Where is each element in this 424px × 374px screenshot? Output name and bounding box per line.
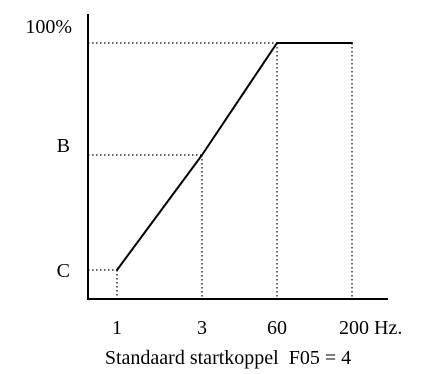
- x-tick-label-2: 3: [197, 317, 207, 339]
- x-tick-label-4: 200 Hz.: [339, 317, 402, 339]
- series-group: [116, 42, 353, 271]
- x-tick-label-1: 1: [112, 317, 122, 339]
- series-segment-0-1: [201, 42, 278, 156]
- y-tick-label-top: 100%: [25, 16, 72, 38]
- y-tick-label-bottom: C: [57, 260, 70, 282]
- chart-caption: Standaard startkoppel F05 = 4: [105, 347, 351, 369]
- series-segment-0-0: [116, 154, 203, 271]
- guide-lines: [88, 42, 353, 299]
- x-tick-label-3: 60: [267, 317, 287, 339]
- y-tick-label-middle: B: [57, 135, 70, 157]
